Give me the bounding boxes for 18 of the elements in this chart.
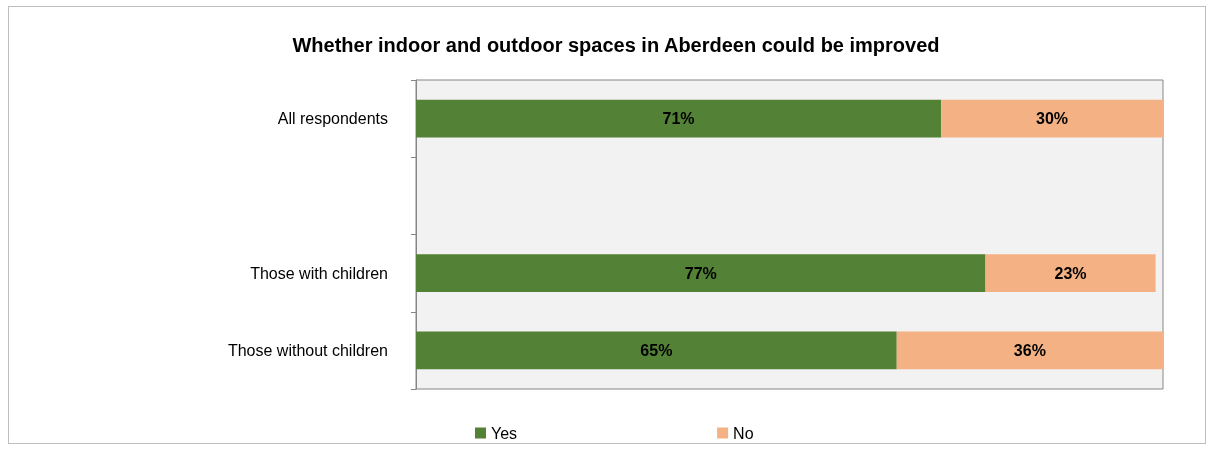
data-label: 65% (640, 341, 673, 359)
data-label: 23% (1054, 264, 1087, 282)
bar (416, 99, 942, 138)
chart-title: Whether indoor and outdoor spaces in Aberdeen could be improved (292, 34, 940, 56)
data-label: 71% (662, 110, 695, 128)
y-tick-label: Those with children (250, 264, 388, 282)
data-label: 30% (1036, 110, 1069, 128)
legend-label: No (733, 424, 754, 442)
bar (896, 331, 1163, 370)
bar (416, 331, 897, 370)
data-label: 36% (1013, 341, 1046, 359)
bar (416, 254, 986, 293)
legend-label: Yes (491, 424, 518, 442)
data-label: 77% (684, 264, 717, 282)
bar (985, 254, 1156, 293)
bar (941, 99, 1163, 138)
y-tick-label: All respondents (277, 110, 388, 128)
y-tick-label: Those without children (227, 341, 388, 359)
